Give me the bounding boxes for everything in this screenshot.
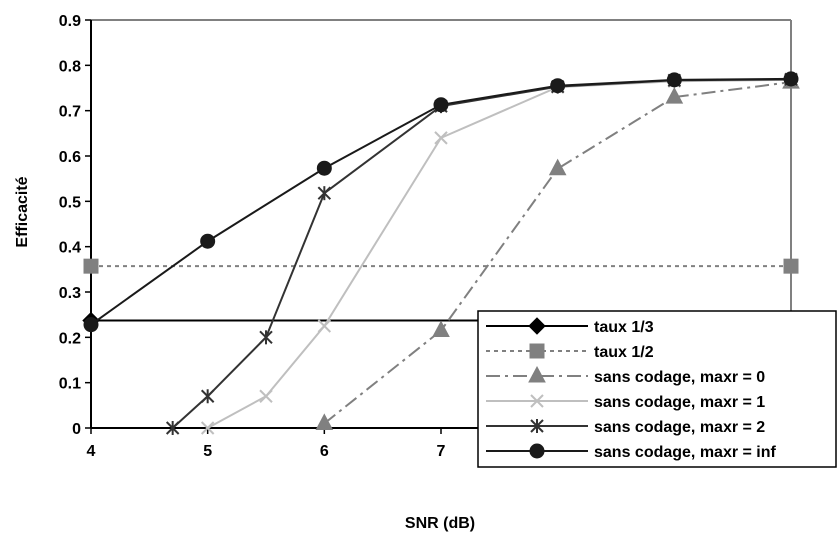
y-tick-label: 0.1 [59,376,81,393]
x-tick-label: 4 [87,443,96,460]
data-point [783,258,799,274]
data-point [200,233,216,249]
data-point [550,78,566,94]
x-axis-title: SNR (dB) [405,515,475,532]
series-1 [83,258,799,274]
legend-label: taux 1/2 [594,344,654,361]
y-tick-label: 0.9 [59,13,81,30]
data-point [316,160,332,176]
series-layer [82,71,800,435]
y-tick-label: 0.7 [59,104,81,121]
data-point [259,330,273,345]
x-tick-label: 7 [437,443,446,460]
legend-label: sans codage, maxr = 0 [594,369,765,386]
y-axis: 0 0.1 0.2 0.3 0.4 0.5 0.6 0.7 0.8 0.9 [59,13,91,438]
legend: taux 1/3 taux 1/2 sans codage, maxr = 0 san… [477,310,837,468]
y-tick-label: 0.2 [59,330,81,347]
series-5 [83,71,799,333]
y-tick-label: 0.6 [59,149,81,166]
legend-box [477,310,837,468]
legend-label: sans codage, maxr = inf [594,444,777,461]
data-point [317,186,332,201]
x-tick-label: 5 [203,443,212,460]
legend-marker [528,365,546,383]
data-point [83,317,99,333]
marker-stroke [530,394,544,408]
series-line [90,77,792,326]
y-tick-label: 0 [72,421,81,438]
marker-stroke [259,389,273,403]
legend-marker [529,443,545,459]
marker-stroke [434,131,448,145]
data-point [432,320,450,338]
data-point [83,258,99,274]
y-axis-title: Efficacité [14,176,31,247]
data-point [665,87,684,104]
data-point [783,71,799,87]
data-point [548,158,567,176]
legend-label: taux 1/3 [594,319,654,336]
data-point [200,389,215,404]
data-point [259,389,273,403]
y-tick-label: 0.4 [59,240,81,257]
marker-stroke [200,421,215,435]
legend-marker [530,419,544,433]
data-point [434,131,448,145]
legend-marker [529,343,545,359]
x-tick-label: 6 [320,443,329,460]
data-point [315,413,334,430]
legend-label: sans codage, maxr = 2 [594,419,765,436]
legend-marker [530,394,544,408]
y-tick-label: 0.8 [59,58,81,75]
y-tick-label: 0.3 [59,285,81,302]
y-tick-label: 0.5 [59,194,81,211]
data-point [165,421,180,435]
marker-stroke [317,319,332,333]
series-line [323,81,792,425]
data-point [666,72,682,88]
legend-label: sans codage, maxr = 1 [594,394,765,411]
data-point [200,421,215,435]
legend-marker [528,317,546,335]
data-point [317,319,332,333]
data-point [433,97,449,113]
